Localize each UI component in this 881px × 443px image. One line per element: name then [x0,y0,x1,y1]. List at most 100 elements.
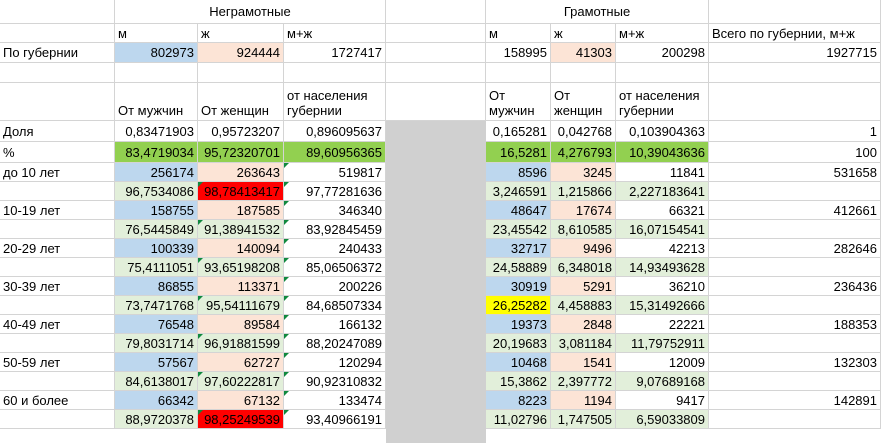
header-ill-m[interactable]: м [115,24,198,43]
age-total[interactable]: 282646 [709,239,881,258]
age-pct-lit-zh[interactable]: 3,081184 [551,334,616,353]
age-lit-mzh[interactable]: 11841 [616,163,709,182]
age-lit-mzh[interactable]: 36210 [616,277,709,296]
label-from-men-ill[interactable]: От мужчин [115,83,198,121]
age-ill-m[interactable]: 256174 [115,163,198,182]
age-row-label[interactable]: 20-29 лет [0,239,115,258]
age-pct-lit-mzh[interactable]: 14,93493628 [616,258,709,277]
age-pct-ill-m[interactable]: 79,8031714 [115,334,198,353]
age-total[interactable]: 531658 [709,163,881,182]
cell-blank[interactable] [709,296,881,315]
age-pct-lit-mzh[interactable]: 6,59033809 [616,410,709,429]
cell-blank[interactable] [551,63,616,83]
cell-blank[interactable] [709,220,881,239]
province-ill-mzh[interactable]: 1727417 [284,43,386,63]
age-pct-lit-zh[interactable]: 4,458883 [551,296,616,315]
age-pct-lit-zh[interactable]: 1,215866 [551,182,616,201]
cell-blank[interactable] [709,372,881,391]
cell-blank[interactable] [386,0,486,24]
cell-blank[interactable] [486,63,551,83]
age-row-label[interactable]: 10-19 лет [0,201,115,220]
cell-blank[interactable] [709,0,881,24]
age-pct-ill-m[interactable]: 96,7534086 [115,182,198,201]
age-pct-ill-zh[interactable]: 96,91881599 [198,334,284,353]
age-pct-ill-mzh[interactable]: 85,06506372 [284,258,386,277]
cell-blank[interactable] [709,63,881,83]
age-ill-m[interactable]: 57567 [115,353,198,372]
age-lit-zh[interactable]: 1194 [551,391,616,410]
pct-lit-mzh[interactable]: 10,39043636 [616,142,709,163]
age-ill-mzh[interactable]: 133474 [284,391,386,410]
age-pct-lit-mzh[interactable]: 15,31492666 [616,296,709,315]
province-lit-m[interactable]: 158995 [486,43,551,63]
share-total[interactable]: 1 [709,121,881,142]
age-pct-ill-mzh[interactable]: 93,40966191 [284,410,386,429]
cell-blank[interactable] [0,182,115,201]
cell-blank[interactable] [115,63,198,83]
cell-blank[interactable] [0,372,115,391]
age-lit-zh[interactable]: 1541 [551,353,616,372]
label-from-women-lit[interactable]: От женщин [551,83,616,121]
row-label-share[interactable]: Доля [0,121,115,142]
age-lit-mzh[interactable]: 9417 [616,391,709,410]
age-lit-zh[interactable]: 5291 [551,277,616,296]
age-lit-m[interactable]: 32717 [486,239,551,258]
age-pct-ill-mzh[interactable]: 97,77281636 [284,182,386,201]
pct-total[interactable]: 100 [709,142,881,163]
age-pct-ill-mzh[interactable]: 84,68507334 [284,296,386,315]
age-lit-zh[interactable]: 2848 [551,315,616,334]
age-pct-ill-m[interactable]: 76,5445849 [115,220,198,239]
cell-blank[interactable] [709,182,881,201]
age-pct-lit-m[interactable]: 24,58889 [486,258,551,277]
age-lit-mzh[interactable]: 12009 [616,353,709,372]
age-row-label[interactable]: 60 и более [0,391,115,410]
age-total[interactable]: 412661 [709,201,881,220]
age-pct-lit-m[interactable]: 15,3862 [486,372,551,391]
age-pct-lit-zh[interactable]: 1,747505 [551,410,616,429]
age-lit-m[interactable]: 30919 [486,277,551,296]
cell-blank[interactable] [0,0,115,24]
age-pct-ill-m[interactable]: 84,6138017 [115,372,198,391]
age-total[interactable]: 236436 [709,277,881,296]
province-lit-mzh[interactable]: 200298 [616,43,709,63]
age-total[interactable]: 142891 [709,391,881,410]
label-from-pop-lit[interactable]: от населения губернии [616,83,709,121]
age-pct-lit-m[interactable]: 3,246591 [486,182,551,201]
age-pct-lit-mzh[interactable]: 16,07154541 [616,220,709,239]
header-literate[interactable]: Грамотные [486,0,709,24]
label-from-women-ill[interactable]: От женщин [198,83,284,121]
age-pct-ill-zh[interactable]: 91,38941532 [198,220,284,239]
age-ill-zh[interactable]: 67132 [198,391,284,410]
age-lit-mzh[interactable]: 66321 [616,201,709,220]
age-lit-m[interactable]: 48647 [486,201,551,220]
label-from-pop-ill[interactable]: от населения губернии [284,83,386,121]
pct-ill-mzh[interactable]: 89,60956365 [284,142,386,163]
age-row-label[interactable]: 30-39 лет [0,277,115,296]
province-ill-zh[interactable]: 924444 [198,43,284,63]
age-ill-m[interactable]: 86855 [115,277,198,296]
age-ill-m[interactable]: 76548 [115,315,198,334]
age-lit-mzh[interactable]: 42213 [616,239,709,258]
share-ill-m[interactable]: 0,83471903 [115,121,198,142]
cell-blank[interactable] [709,83,881,121]
age-ill-m[interactable]: 158755 [115,201,198,220]
age-pct-lit-m[interactable]: 26,25282 [486,296,551,315]
age-total[interactable]: 188353 [709,315,881,334]
age-pct-lit-m[interactable]: 11,02796 [486,410,551,429]
age-ill-mzh[interactable]: 519817 [284,163,386,182]
age-pct-lit-mzh[interactable]: 2,227183641 [616,182,709,201]
row-label-province[interactable]: По губернии [0,43,115,63]
header-lit-m[interactable]: м [486,24,551,43]
age-pct-ill-zh[interactable]: 95,54111679 [198,296,284,315]
age-ill-m[interactable]: 100339 [115,239,198,258]
share-lit-m[interactable]: 0,165281 [486,121,551,142]
age-row-label[interactable]: до 10 лет [0,163,115,182]
age-pct-lit-zh[interactable]: 8,610585 [551,220,616,239]
share-ill-mzh[interactable]: 0,896095637 [284,121,386,142]
age-pct-ill-mzh[interactable]: 88,20247089 [284,334,386,353]
share-lit-zh[interactable]: 0,042768 [551,121,616,142]
age-ill-zh[interactable]: 263643 [198,163,284,182]
age-ill-zh[interactable]: 113371 [198,277,284,296]
age-ill-mzh[interactable]: 166132 [284,315,386,334]
cell-blank[interactable] [0,258,115,277]
